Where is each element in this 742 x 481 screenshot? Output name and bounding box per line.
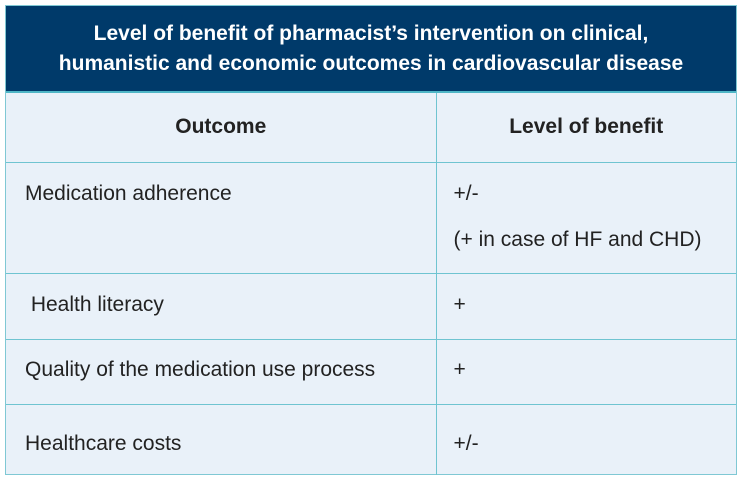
benefit-cell: +/- (+ in case of HF and CHD) [435,161,736,274]
outcome-cell: Medication adherence [6,161,437,274]
outcome-cell: Healthcare costs [6,403,437,475]
table-row: Health literacy + [6,272,736,340]
column-header-outcome: Outcome [6,93,437,163]
outcome-cell: Health literacy [6,272,437,340]
benefit-cell: +/- [435,403,736,475]
benefit-table: Outcome Level of benefit Medication adhe… [6,93,736,475]
benefit-note: (+ in case of HF and CHD) [453,227,702,251]
outcome-cell: Quality of the medication use process [6,338,437,405]
table-row: Healthcare costs +/- [6,403,736,475]
benefit-cell: + [435,272,736,340]
column-header-benefit: Level of benefit [435,93,736,163]
benefit-cell: + [435,338,736,405]
benefit-table-container: Level of benefit of pharmacist’s interve… [5,5,737,475]
table-title: Level of benefit of pharmacist’s interve… [6,6,736,93]
table-row: Medication adherence +/- (+ in case of H… [6,161,736,274]
table-header-row: Outcome Level of benefit [6,93,736,163]
table-title-line-1: Level of benefit of pharmacist’s interve… [93,22,649,45]
table-row: Quality of the medication use process + [6,338,736,405]
table-title-line-2: humanistic and economic outcomes in card… [58,52,684,75]
benefit-value: +/- [453,181,479,205]
